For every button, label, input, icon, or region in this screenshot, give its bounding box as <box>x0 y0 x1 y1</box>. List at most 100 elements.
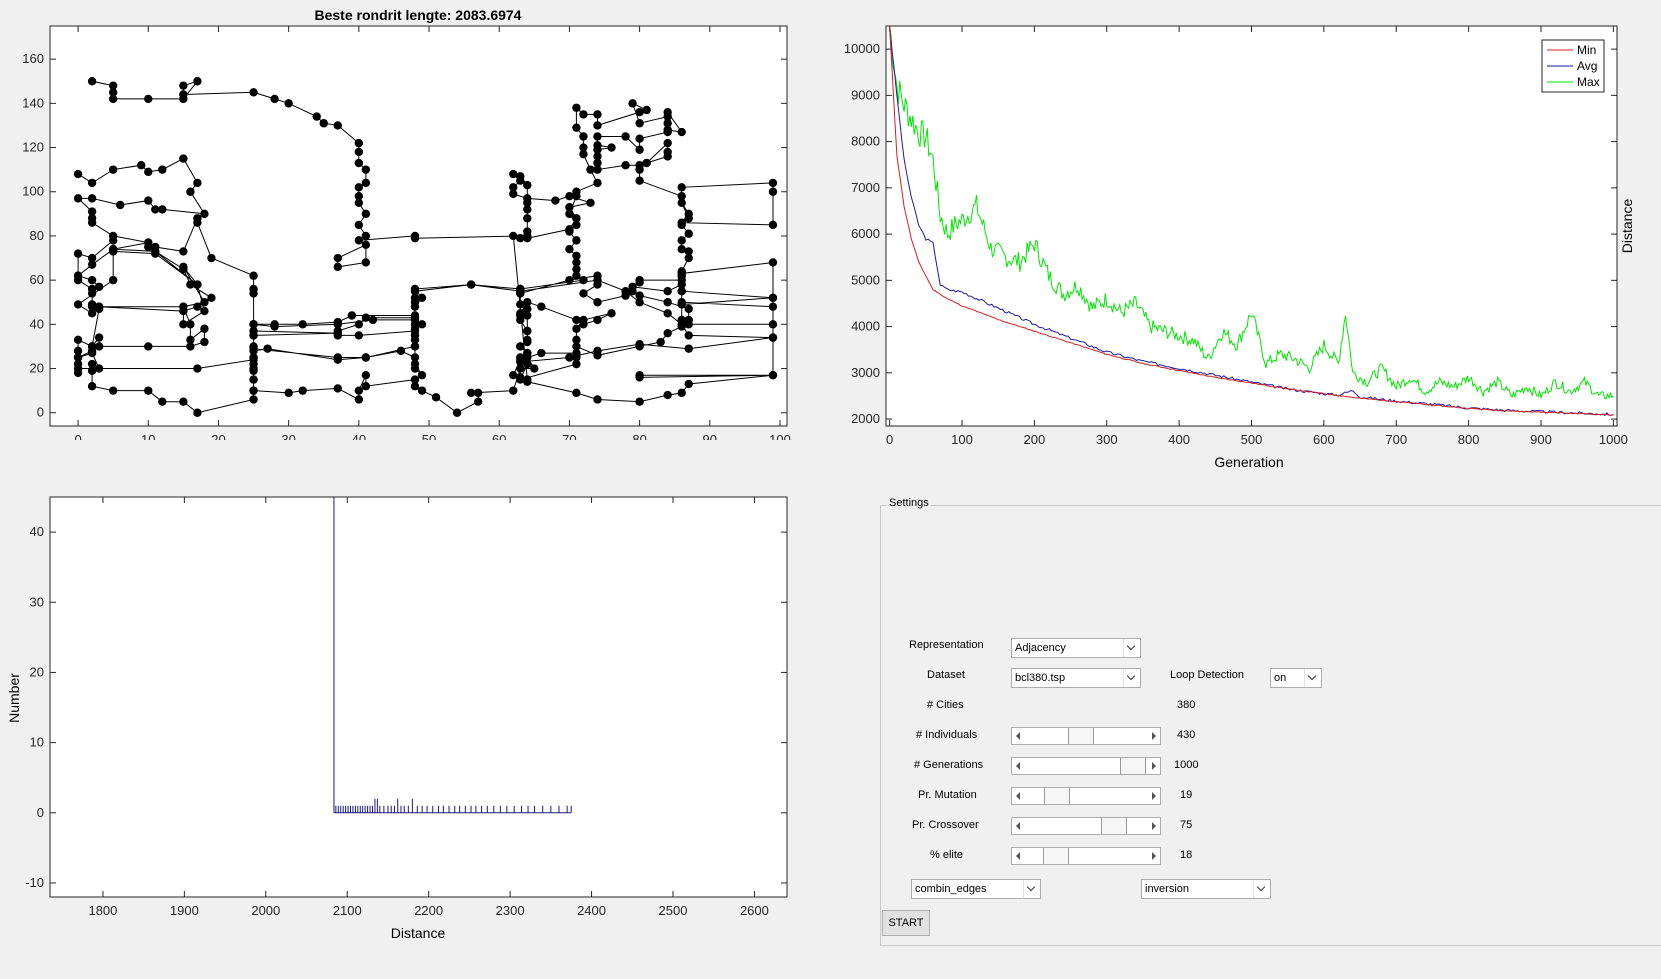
city-point <box>684 229 693 238</box>
city-point <box>207 253 216 263</box>
individuals-slider[interactable] <box>1011 727 1161 745</box>
crossover-value: 75 <box>1180 819 1193 831</box>
city-point <box>516 300 525 309</box>
tour-plot-title: Beste rondrit lengte: 2083.6974 <box>315 7 522 23</box>
history-ytick-label: 8000 <box>851 134 880 149</box>
city-point <box>523 348 532 358</box>
history-plot-ticks: 0 100 200 300 400 500 600 700 800 900 1000 2000 3000… <box>844 26 1628 447</box>
city-point <box>417 320 427 329</box>
city-point <box>73 194 83 203</box>
dataset-select[interactable]: bcl380.tsp <box>1011 668 1141 688</box>
city-point <box>684 331 693 340</box>
tour-xtick-label: 100 <box>769 432 791 440</box>
city-point <box>151 205 160 214</box>
slider-thumb[interactable] <box>1042 848 1069 864</box>
city-point <box>663 147 672 157</box>
arrow-right-icon[interactable] <box>1146 758 1160 774</box>
mutation-operator-select[interactable]: inversion <box>1141 879 1271 899</box>
city-point <box>179 154 188 163</box>
tour-plot-ticks: 0 10 20 30 40 50 60 70 80 90 100 0 20 40 60 80 100 120 140… <box>22 26 791 440</box>
city-point <box>361 178 371 188</box>
city-point <box>361 165 371 174</box>
city-point <box>284 99 293 108</box>
city-point <box>179 397 188 406</box>
chevron-down-icon <box>1123 639 1140 657</box>
city-point <box>249 289 258 298</box>
city-point <box>200 298 209 307</box>
city-point <box>593 110 602 119</box>
city-point <box>572 348 581 358</box>
start-button[interactable]: START <box>882 910 930 936</box>
generations-slider[interactable] <box>1011 757 1161 775</box>
city-point <box>572 123 581 132</box>
tour-xtick-label: 0 <box>74 432 81 440</box>
city-point <box>635 397 644 406</box>
city-point <box>579 289 588 298</box>
city-point <box>137 161 146 170</box>
representation-select[interactable]: Adjacency <box>1011 638 1141 658</box>
slider-thumb[interactable] <box>1043 788 1070 804</box>
city-point <box>249 375 258 384</box>
city-point <box>108 81 118 90</box>
chevron-down-icon <box>1123 669 1140 687</box>
city-point <box>410 342 420 351</box>
arrow-left-icon[interactable] <box>1012 848 1026 864</box>
settings-legend: Settings <box>887 497 931 509</box>
arrow-right-icon[interactable] <box>1146 728 1160 744</box>
city-point <box>509 189 518 199</box>
history-xtick-label: 200 <box>1024 432 1046 447</box>
city-point <box>249 395 258 404</box>
history-ytick-label: 6000 <box>851 226 880 241</box>
arrow-right-icon[interactable] <box>1146 788 1160 804</box>
history-xtick-label: 900 <box>1530 432 1552 447</box>
slider-thumb[interactable] <box>1101 818 1128 834</box>
arrow-right-icon[interactable] <box>1146 848 1160 864</box>
city-point <box>523 214 532 223</box>
arrow-left-icon[interactable] <box>1012 728 1026 744</box>
slider-thumb[interactable] <box>1068 728 1095 744</box>
city-point <box>677 286 686 296</box>
history-ytick-label: 9000 <box>851 87 880 102</box>
city-point <box>73 346 83 356</box>
crossover-operator-select[interactable]: combin_edges <box>911 879 1041 899</box>
city-point <box>572 236 581 245</box>
slider-thumb[interactable] <box>1120 758 1146 774</box>
city-point <box>186 187 195 196</box>
mutation-slider[interactable] <box>1011 787 1161 805</box>
history-ytick-label: 3000 <box>851 365 880 380</box>
series-max-line <box>889 26 1614 400</box>
history-ytick-label: 7000 <box>851 180 880 195</box>
city-point <box>572 191 581 201</box>
history-xtick-label: 1000 <box>1599 432 1628 447</box>
loop-detection-select[interactable]: on <box>1270 668 1322 688</box>
city-point <box>516 315 525 325</box>
city-point <box>200 337 209 347</box>
arrow-left-icon[interactable] <box>1012 788 1026 804</box>
legend-min-label: Min <box>1577 43 1596 57</box>
tour-ytick-label: 160 <box>22 51 44 66</box>
city-point <box>333 328 342 338</box>
city-point <box>87 253 97 263</box>
city-point <box>452 408 462 417</box>
city-point <box>635 298 644 307</box>
arrow-left-icon[interactable] <box>1012 758 1026 774</box>
arrow-left-icon[interactable] <box>1012 818 1026 834</box>
city-point <box>565 191 574 201</box>
city-point <box>249 359 258 369</box>
arrow-right-icon[interactable] <box>1146 818 1160 834</box>
city-point <box>516 373 525 382</box>
city-point <box>607 309 616 318</box>
history-xtick-label: 600 <box>1313 432 1335 447</box>
city-point <box>410 231 420 241</box>
city-point <box>593 132 602 141</box>
histogram-ytick-label: 0 <box>37 805 44 820</box>
city-point <box>523 198 532 207</box>
city-point <box>663 328 672 338</box>
city-point <box>565 203 574 212</box>
elite-slider[interactable] <box>1011 847 1161 865</box>
crossover-slider[interactable] <box>1011 817 1161 835</box>
city-point <box>516 355 525 364</box>
city-point <box>87 194 97 203</box>
city-point <box>677 388 686 398</box>
city-point <box>579 149 588 159</box>
